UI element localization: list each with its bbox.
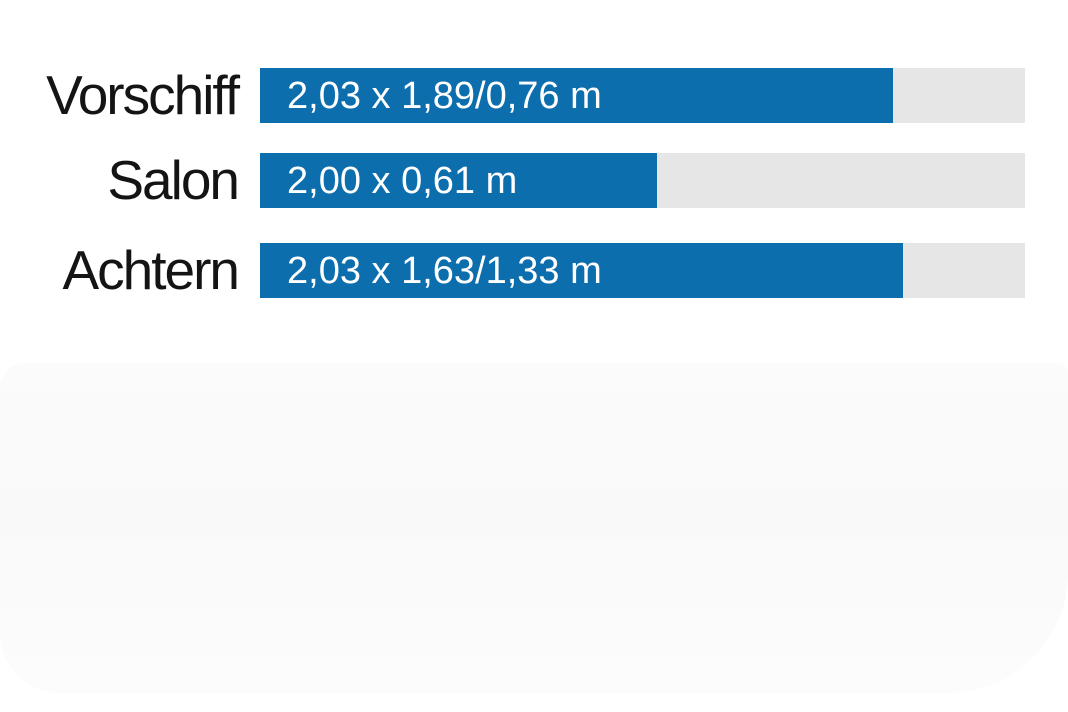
category-label: Achtern <box>62 239 240 301</box>
chart-row-salon: Salon 2,00 x 0,61 m <box>0 153 1068 208</box>
bar-track: 2,00 x 0,61 m <box>260 153 1025 208</box>
page-background-shade <box>0 363 1068 693</box>
bar-value-label: 2,03 x 1,89/0,76 m <box>287 75 602 117</box>
chart-row-achtern: Achtern 2,03 x 1,63/1,33 m <box>0 243 1068 298</box>
bar-fill: 2,03 x 1,89/0,76 m <box>260 68 893 123</box>
bar-fill: 2,00 x 0,61 m <box>260 153 657 208</box>
chart-area: Vorschiff 2,03 x 1,89/0,76 m Salon 2,00 … <box>0 0 1068 330</box>
bar-value-label: 2,03 x 1,63/1,33 m <box>287 250 602 292</box>
bar-track: 2,03 x 1,63/1,33 m <box>260 243 1025 298</box>
bar-track: 2,03 x 1,89/0,76 m <box>260 68 1025 123</box>
bar-value-label: 2,00 x 0,61 m <box>287 160 518 202</box>
category-label: Salon <box>107 149 240 211</box>
bar-fill: 2,03 x 1,63/1,33 m <box>260 243 903 298</box>
chart-row-vorschiff: Vorschiff 2,03 x 1,89/0,76 m <box>0 68 1068 123</box>
category-label: Vorschiff <box>46 64 240 126</box>
